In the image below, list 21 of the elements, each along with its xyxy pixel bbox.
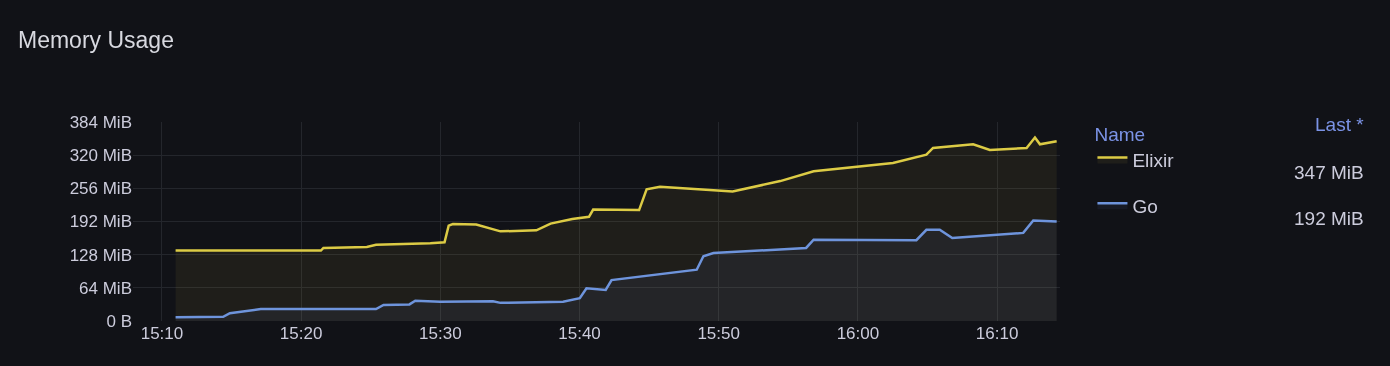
x-tick-label: 15:10 bbox=[140, 324, 184, 343]
x-tick-label: 15:40 bbox=[558, 324, 601, 343]
text: Last * bbox=[1315, 114, 1365, 135]
x-tick-label: 15:20 bbox=[279, 324, 323, 343]
text: 192 MiB bbox=[1294, 208, 1364, 229]
y-tick-label: 0 B bbox=[106, 311, 132, 331]
x-tick-label: 15:50 bbox=[697, 324, 740, 343]
text: 347 MiB bbox=[1294, 162, 1364, 183]
y-tick-label: 128 MiB bbox=[69, 245, 132, 265]
x-tick-label: 15:30 bbox=[419, 324, 462, 343]
x-tick-label: 16:00 bbox=[836, 324, 880, 343]
y-tick-label: 320 MiB bbox=[69, 146, 132, 166]
y-tick-label: 192 MiB bbox=[69, 212, 132, 232]
x-tick-label: 16:10 bbox=[975, 324, 1019, 343]
legend-title: Name bbox=[1094, 123, 1146, 145]
legend-label: Elixir bbox=[1132, 149, 1175, 171]
y-tick-label: 384 MiB bbox=[69, 112, 132, 132]
y-tick-label: 64 MiB bbox=[79, 278, 132, 298]
y-tick-label: 256 MiB bbox=[69, 179, 132, 199]
legend-label: Go bbox=[1132, 195, 1158, 217]
chart-title: Memory Usage bbox=[18, 27, 174, 54]
